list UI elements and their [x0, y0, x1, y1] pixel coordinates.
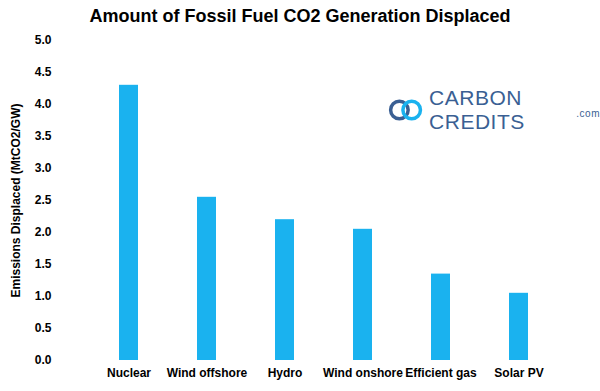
svg-text:3.0: 3.0	[35, 161, 52, 175]
html-text:.com: .com	[576, 108, 600, 119]
svg-text:Solar PV: Solar PV	[494, 366, 543, 380]
svg-text:1.0: 1.0	[35, 289, 52, 303]
svg-text:5.0: 5.0	[35, 33, 52, 47]
html-text:CARBON CREDITS: CARBON CREDITS	[429, 86, 525, 133]
html-text:Amount of Fossil Fuel CO2 Gene: Amount of Fossil Fuel CO2 Generation Dis…	[89, 6, 511, 26]
svg-text:4.0: 4.0	[35, 97, 52, 111]
svg-text:Nuclear: Nuclear	[107, 366, 151, 380]
svg-text:0.5: 0.5	[35, 321, 52, 335]
svg-text:2.5: 2.5	[35, 193, 52, 207]
svg-text:3.5: 3.5	[35, 129, 52, 143]
svg-text:Wind onshore: Wind onshore	[323, 366, 403, 380]
svg-text:Efficient gas: Efficient gas	[405, 366, 477, 380]
svg-text:2.0: 2.0	[35, 225, 52, 239]
svg-text:4.5: 4.5	[35, 65, 52, 79]
svg-text:1.5: 1.5	[35, 257, 52, 271]
svg-text:Wind offshore: Wind offshore	[167, 366, 248, 380]
svg-text:Hydro: Hydro	[268, 366, 303, 380]
svg-text:0.0: 0.0	[35, 353, 52, 367]
svg-text:Emissions Displaced (MtCO2/GW): Emissions Displaced (MtCO2/GW)	[9, 103, 23, 297]
